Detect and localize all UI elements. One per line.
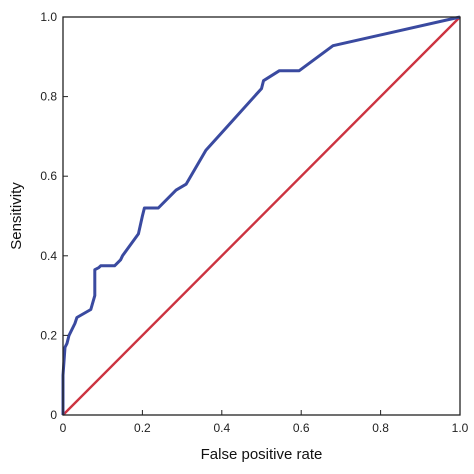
y-axis-ticks: 0 0.2 0.4 0.6 0.8 1.0 xyxy=(40,10,68,422)
y-tick-label: 1.0 xyxy=(40,10,57,24)
plot-frame xyxy=(62,16,461,416)
x-tick-label: 0.8 xyxy=(372,421,389,435)
x-axis-ticks: 0 0.2 0.4 0.6 0.8 1.0 xyxy=(60,410,469,435)
x-tick-label: 0.2 xyxy=(134,421,151,435)
x-axis-label: False positive rate xyxy=(201,446,323,463)
y-tick-label: 0.4 xyxy=(40,249,57,263)
x-tick-label: 0.4 xyxy=(213,421,230,435)
y-tick-label: 0 xyxy=(50,408,57,422)
y-axis-label: Sensitivity xyxy=(8,182,25,250)
plot-lines xyxy=(61,15,461,416)
reference-diagonal xyxy=(62,16,461,416)
x-tick-label: 0 xyxy=(60,421,67,435)
roc-curve xyxy=(61,15,461,415)
x-tick-label: 0.6 xyxy=(293,421,310,435)
y-tick-label: 0.8 xyxy=(40,90,57,104)
y-tick-label: 0.6 xyxy=(40,169,57,183)
y-tick-label: 0.2 xyxy=(40,328,57,342)
x-tick-label: 1.0 xyxy=(452,421,469,435)
